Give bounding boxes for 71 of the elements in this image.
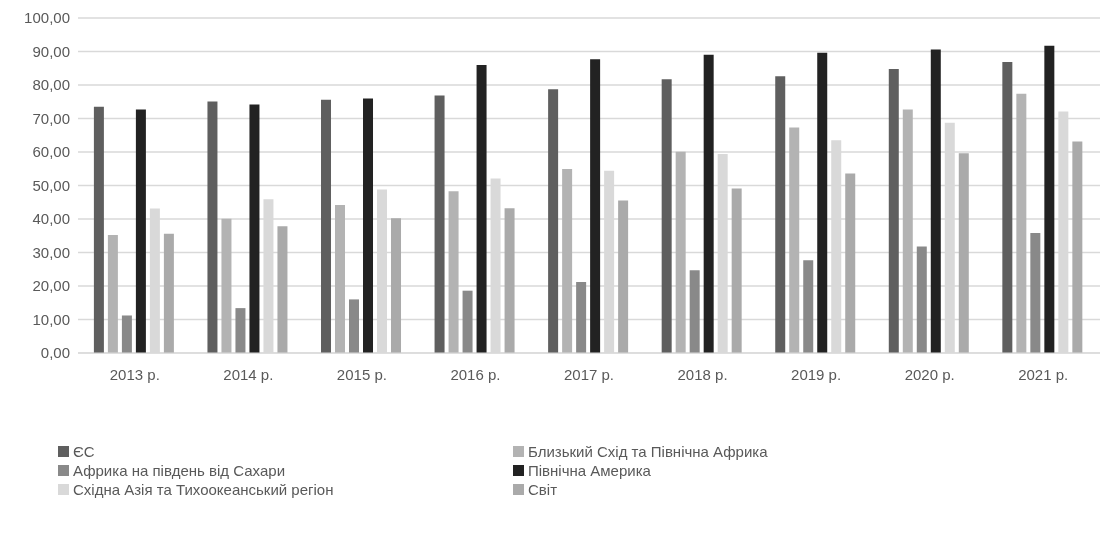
legend-label: Світ	[528, 481, 558, 498]
x-tick-label: 2017 р.	[563, 365, 615, 383]
bar	[548, 89, 559, 353]
bar	[476, 64, 487, 353]
bar	[618, 200, 629, 353]
y-tick-label: 50,00	[32, 176, 70, 194]
bar	[789, 127, 800, 353]
legend-label: Африка на південь від Сахари	[73, 462, 286, 479]
bar	[107, 235, 118, 353]
bar	[1030, 233, 1041, 353]
y-tick-label: 80,00	[32, 76, 70, 94]
legend-label: ЄС	[73, 443, 95, 460]
bar	[562, 169, 573, 353]
bar	[434, 95, 445, 353]
bar	[462, 290, 473, 353]
bar	[845, 173, 856, 353]
bar	[221, 218, 232, 353]
bar	[888, 68, 899, 353]
bar	[1016, 93, 1027, 353]
bar	[448, 191, 459, 353]
x-tick-label: 2016 р.	[450, 365, 501, 383]
bar	[504, 208, 515, 353]
bar	[703, 54, 714, 353]
bar	[902, 109, 913, 353]
legend-label: Східна Азія та Тихоокеанський регіон	[73, 481, 334, 498]
x-tick-label: 2019 р.	[791, 365, 842, 383]
bar	[277, 226, 288, 353]
bar	[249, 104, 260, 353]
bar	[576, 281, 587, 353]
y-tick-label: 20,00	[32, 277, 70, 295]
x-tick-label: 2014 р.	[223, 365, 274, 383]
y-tick-label: 30,00	[32, 243, 70, 261]
legend-label: Північна Америка	[528, 462, 651, 479]
bar	[689, 270, 700, 353]
bar	[675, 151, 686, 353]
bar	[363, 98, 374, 353]
bar	[930, 49, 941, 353]
bar	[916, 246, 927, 353]
bar	[391, 218, 402, 353]
bar	[958, 153, 969, 353]
y-tick-label: 40,00	[32, 210, 70, 228]
bar	[817, 52, 828, 353]
y-tick-label: 100,00	[24, 9, 70, 27]
bar	[1002, 61, 1013, 353]
bar	[163, 233, 174, 353]
bar	[1072, 141, 1083, 353]
y-tick-label: 60,00	[32, 143, 70, 161]
bar	[121, 315, 132, 353]
y-tick-label: 90,00	[32, 42, 70, 60]
bar	[135, 109, 146, 353]
bar	[775, 76, 786, 353]
x-tick-label: 2018 р.	[677, 365, 728, 383]
x-tick-label: 2021 р.	[1018, 365, 1069, 383]
bar	[590, 59, 601, 353]
y-tick-label: 10,00	[32, 310, 70, 328]
bar	[731, 188, 742, 353]
bar	[207, 101, 218, 353]
y-tick-label: 0,00	[40, 344, 70, 362]
x-tick-label: 2015 р.	[336, 365, 387, 383]
bar	[321, 99, 332, 353]
legend-label: Близький Схід та Північна Африка	[528, 443, 768, 460]
bar	[335, 204, 346, 353]
x-tick-label: 2020 р.	[904, 365, 955, 383]
bar	[93, 106, 104, 353]
bar	[661, 79, 672, 353]
x-tick-label: 2013 р.	[109, 365, 160, 383]
y-tick-label: 70,00	[32, 109, 70, 127]
bar	[235, 308, 246, 353]
bar	[349, 299, 360, 353]
bar	[1044, 45, 1055, 353]
bar	[803, 260, 814, 353]
